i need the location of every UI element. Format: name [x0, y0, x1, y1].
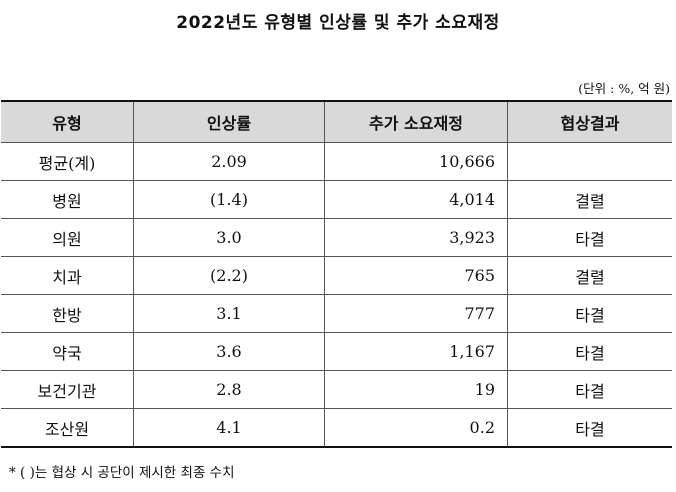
table-body: 평균(계) 2.09 10,666 병원 (1.4) 4,014 결렬 의원 3.0 3,923 타… [1, 142, 672, 448]
cell-cost: 3,923 [324, 218, 508, 257]
cell-type: 조산원 [1, 408, 134, 448]
table-row: 보건기관 2.8 19 타결 [1, 370, 672, 409]
cell-rate: 4.1 [133, 408, 325, 448]
cell-cost: 19 [324, 370, 508, 409]
cell-cost: 1,167 [324, 332, 508, 371]
cell-type: 약국 [1, 332, 134, 371]
page-title: 2022년도 유형별 인상률 및 추가 소요재정 [176, 13, 500, 33]
header-rate: 인상률 [133, 100, 325, 143]
cell-type: 치과 [1, 256, 134, 295]
footnote: * ( )는 협상 시 공단이 제시한 최종 수치 [9, 465, 235, 481]
cell-cost: 765 [324, 256, 508, 295]
cell-result: 타결 [507, 218, 672, 257]
cell-result: 타결 [507, 408, 672, 448]
cell-result: 결렬 [507, 256, 672, 295]
unit-label: (단위 : %, 억 원) [578, 81, 670, 96]
table-row: 한방 3.1 777 타결 [1, 294, 672, 333]
cell-cost: 4,014 [324, 180, 508, 219]
header-row: 유형 인상률 추가 소요재정 협상결과 [1, 100, 672, 143]
header-result: 협상결과 [507, 100, 672, 143]
cell-rate: (2.2) [133, 256, 325, 295]
cell-type: 의원 [1, 218, 134, 257]
cell-rate: 3.6 [133, 332, 325, 371]
table-row: 의원 3.0 3,923 타결 [1, 218, 672, 257]
cell-cost: 777 [324, 294, 508, 333]
cell-cost: 10,666 [324, 142, 508, 181]
cell-result: 타결 [507, 370, 672, 409]
header-cost: 추가 소요재정 [324, 100, 508, 143]
cell-rate: 2.09 [133, 142, 325, 181]
cell-result: 결렬 [507, 180, 672, 219]
table-row: 병원 (1.4) 4,014 결렬 [1, 180, 672, 219]
cell-result: 타결 [507, 294, 672, 333]
cell-type: 병원 [1, 180, 134, 219]
cell-rate: 3.0 [133, 218, 325, 257]
header-type: 유형 [1, 100, 134, 143]
cell-type: 평균(계) [1, 142, 134, 181]
table-row: 평균(계) 2.09 10,666 [1, 142, 672, 181]
cell-cost: 0.2 [324, 408, 508, 448]
cell-type: 한방 [1, 294, 134, 333]
table-row: 치과 (2.2) 765 결렬 [1, 256, 672, 295]
table-row: 약국 3.6 1,167 타결 [1, 332, 672, 371]
data-table: 유형 인상률 추가 소요재정 협상결과 평균(계) 2.09 10,666 병원 (1.… [1, 100, 672, 448]
cell-rate: (1.4) [133, 180, 325, 219]
table-row: 조산원 4.1 0.2 타결 [1, 408, 672, 448]
cell-rate: 2.8 [133, 370, 325, 409]
cell-rate: 3.1 [133, 294, 325, 333]
cell-type: 보건기관 [1, 370, 134, 409]
cell-result [507, 142, 672, 181]
cell-result: 타결 [507, 332, 672, 371]
